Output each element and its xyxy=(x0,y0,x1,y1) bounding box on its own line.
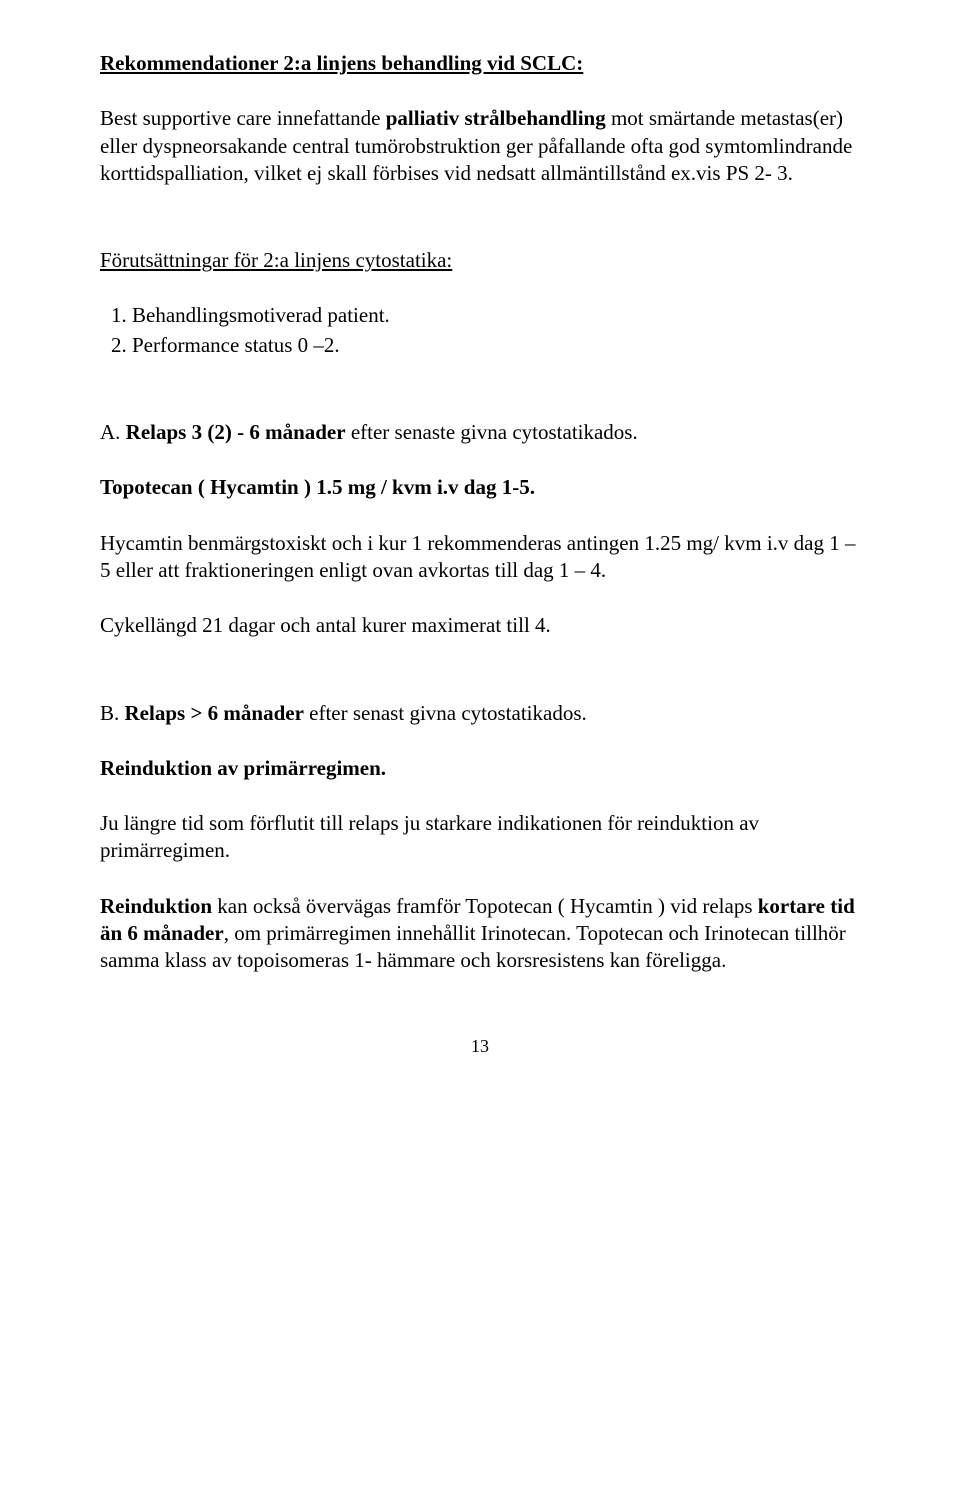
intro-paragraph: Best supportive care innefattande pallia… xyxy=(100,105,860,187)
section-b-para1: Ju längre tid som förflutit till relaps … xyxy=(100,810,860,865)
prerequisites-list: Behandlingsmotiverad patient. Performanc… xyxy=(100,302,860,359)
section-a-cycle: Cykellängd 21 dagar och antal kurer maxi… xyxy=(100,612,860,639)
section-a-topotecan: Topotecan ( Hycamtin ) 1.5 mg / kvm i.v … xyxy=(100,474,860,501)
list-item: Behandlingsmotiverad patient. xyxy=(132,302,860,329)
prerequisites-heading: Förutsättningar för 2:a linjens cytostat… xyxy=(100,247,860,274)
section-b-heading: B. Relaps > 6 månader efter senast givna… xyxy=(100,700,860,727)
page-title: Rekommendationer 2:a linjens behandling … xyxy=(100,50,860,77)
document-page: Rekommendationer 2:a linjens behandling … xyxy=(0,0,960,1098)
section-b-para2: Reinduktion kan också övervägas framför … xyxy=(100,893,860,975)
section-b-reinduction: Reinduktion av primärregimen. xyxy=(100,755,860,782)
section-a-hycamtin: Hycamtin benmärgstoxiskt och i kur 1 rek… xyxy=(100,530,860,585)
section-a-heading: A. Relaps 3 (2) - 6 månader efter senast… xyxy=(100,419,860,446)
list-item: Performance status 0 –2. xyxy=(132,332,860,359)
page-number: 13 xyxy=(100,1035,860,1058)
